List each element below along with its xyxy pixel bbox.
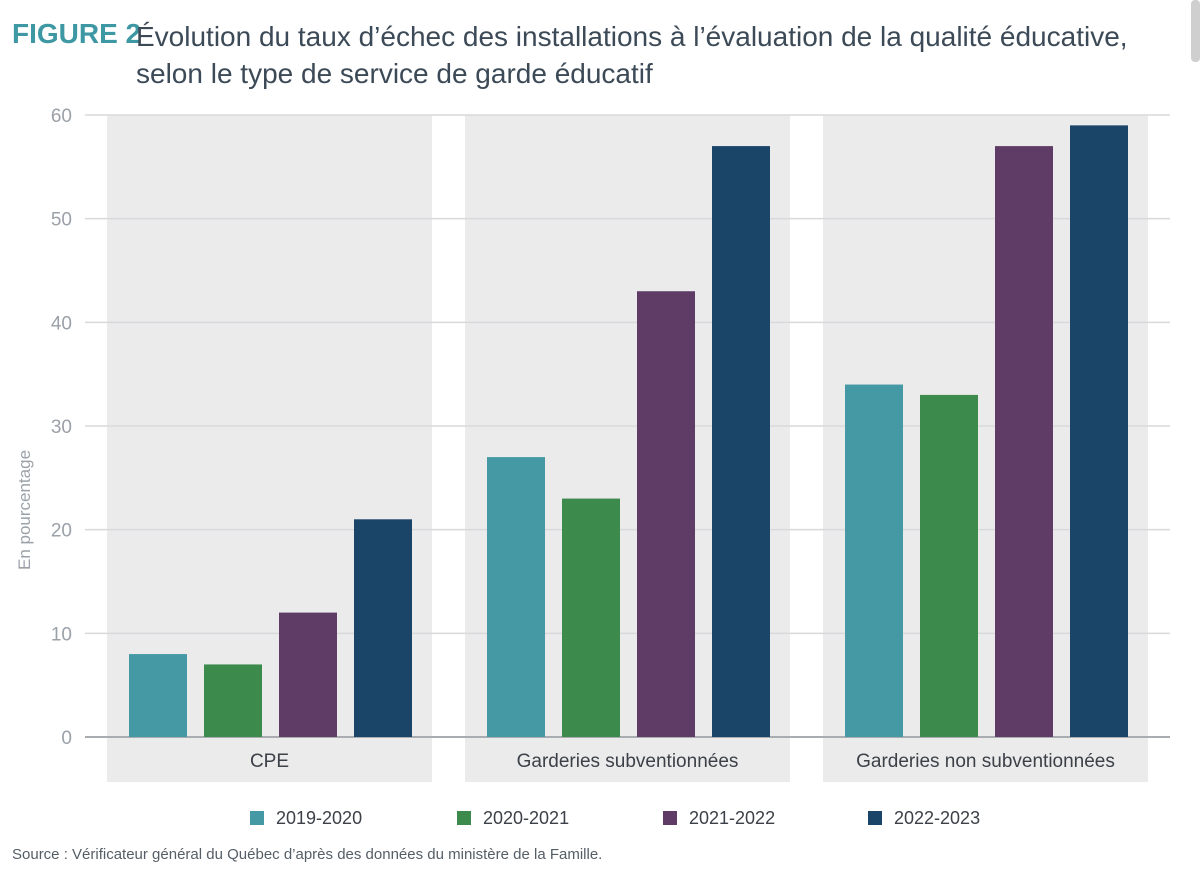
bar xyxy=(487,457,545,737)
y-axis-label: En pourcentage xyxy=(15,450,34,570)
legend: 2019-2020 2020-2021 2021-2022 2022-2023 xyxy=(250,808,980,828)
chart-title: Évolution du taux d’échec des installati… xyxy=(136,21,1128,89)
legend-swatch xyxy=(663,811,677,825)
bar xyxy=(129,654,187,737)
bar-chart: 0 10 20 30 40 50 60 CPE Garderies subventionnée… xyxy=(15,106,1170,828)
category-panels xyxy=(107,115,1148,782)
bar xyxy=(995,146,1053,738)
category-label: Garderies non subventionnées xyxy=(856,751,1115,772)
legend-label: 2020-2021 xyxy=(483,808,569,828)
legend-label: 2021-2022 xyxy=(689,808,775,828)
bar xyxy=(712,146,770,738)
bar xyxy=(1070,125,1128,737)
bar xyxy=(845,384,903,737)
bar xyxy=(562,498,620,737)
y-tick-label: 30 xyxy=(51,417,72,438)
y-tick-label: 50 xyxy=(51,210,72,231)
category-label: CPE xyxy=(250,751,289,772)
y-tick-label: 0 xyxy=(61,728,72,749)
bar xyxy=(637,291,695,737)
source-note: Source : Vérificateur général du Québec … xyxy=(12,846,603,863)
y-tick-label: 60 xyxy=(51,106,72,127)
gridlines xyxy=(85,114,1170,738)
category-label: Garderies subventionnées xyxy=(517,751,739,772)
y-tick-label: 20 xyxy=(51,521,72,542)
y-tick-label: 40 xyxy=(51,313,72,334)
figure-label: FIGURE 2 xyxy=(12,18,142,49)
bar xyxy=(354,519,412,737)
legend-label: 2022-2023 xyxy=(894,808,980,828)
legend-label: 2019-2020 xyxy=(276,808,362,828)
y-tick-label: 10 xyxy=(51,624,72,645)
bar xyxy=(279,612,337,737)
bar xyxy=(920,394,978,737)
legend-swatch xyxy=(250,811,264,825)
category-labels: CPE Garderies subventionnées Garderies non… xyxy=(250,751,1115,772)
scrollbar[interactable] xyxy=(1191,0,1200,62)
bar xyxy=(204,664,262,737)
y-axis-ticks: 0 10 20 30 40 50 60 xyxy=(51,106,72,749)
legend-swatch xyxy=(868,811,882,825)
legend-swatch xyxy=(457,811,471,825)
bars xyxy=(129,125,1128,738)
